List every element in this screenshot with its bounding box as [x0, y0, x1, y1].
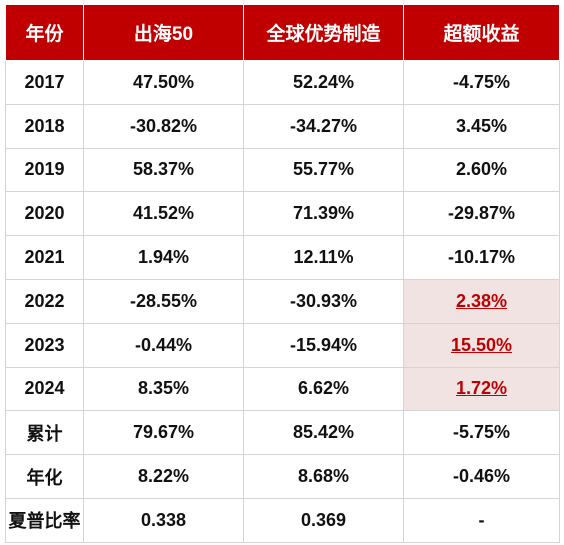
cell-excess-return: -4.75% [403, 60, 560, 105]
cell-global-mfg: 8.68% [243, 454, 404, 499]
table-row: 2021 1.94% 12.11% -10.17% [5, 235, 560, 280]
row-label: 2023 [5, 322, 84, 368]
header-year: 年份 [5, 4, 84, 61]
row-label: 2020 [5, 191, 84, 237]
row-label: 2021 [5, 235, 84, 280]
cell-global-mfg: 12.11% [243, 235, 404, 280]
table-body: 2017 47.50% 52.24% -4.75% 2018 -30.82% -34.27%… [5, 60, 560, 543]
table-row: 年化 8.22% 8.68% -0.46% [5, 454, 560, 499]
cell-chuhai50: 8.22% [83, 454, 244, 499]
row-label: 2018 [5, 103, 84, 149]
table-row: 2024 8.35% 6.62% 1.72% [5, 366, 560, 412]
cell-excess-return: 1.72% [403, 366, 560, 412]
cell-chuhai50: 41.52% [83, 191, 244, 237]
cell-global-mfg: 0.369 [243, 497, 404, 543]
cell-global-mfg: 71.39% [243, 191, 404, 237]
cell-chuhai50: 8.35% [83, 366, 244, 412]
cell-global-mfg: -30.93% [243, 278, 404, 324]
cell-excess-return: - [403, 497, 560, 543]
cell-chuhai50: -28.55% [83, 278, 244, 324]
table-row: 2019 58.37% 55.77% 2.60% [5, 147, 560, 193]
cell-excess-return: 15.50% [403, 322, 560, 368]
cell-chuhai50: 0.338 [83, 497, 244, 543]
header-chuhai50: 出海50 [83, 4, 244, 61]
cell-chuhai50: 47.50% [83, 60, 244, 105]
cell-chuhai50: 79.67% [83, 410, 244, 456]
cell-global-mfg: 85.42% [243, 410, 404, 456]
cell-chuhai50: -30.82% [83, 103, 244, 149]
table-row: 2023 -0.44% -15.94% 15.50% [5, 322, 560, 368]
cell-excess-return: -29.87% [403, 191, 560, 237]
cell-excess-return: -0.46% [403, 454, 560, 499]
row-label: 2017 [5, 60, 84, 105]
cell-excess-return: -10.17% [403, 235, 560, 280]
row-label: 年化 [5, 454, 84, 499]
cell-chuhai50: -0.44% [83, 322, 244, 368]
cell-excess-return: 3.45% [403, 103, 560, 149]
row-label: 夏普比率 [5, 497, 84, 543]
performance-table: 年份 出海50 全球优势制造 超额收益 2017 47.50% 52.24% -4.7… [5, 4, 560, 543]
header-global-mfg: 全球优势制造 [243, 4, 404, 61]
row-label: 2019 [5, 147, 84, 193]
cell-excess-return: 2.60% [403, 147, 560, 193]
table-row: 2018 -30.82% -34.27% 3.45% [5, 103, 560, 149]
cell-global-mfg: 52.24% [243, 60, 404, 105]
row-label: 累计 [5, 410, 84, 456]
table-row: 2020 41.52% 71.39% -29.87% [5, 191, 560, 237]
cell-global-mfg: -34.27% [243, 103, 404, 149]
row-label: 2024 [5, 366, 84, 412]
cell-global-mfg: 55.77% [243, 147, 404, 193]
cell-excess-return: -5.75% [403, 410, 560, 456]
table-row: 累计 79.67% 85.42% -5.75% [5, 410, 560, 456]
table-header-row: 年份 出海50 全球优势制造 超额收益 [5, 4, 560, 61]
row-label: 2022 [5, 278, 84, 324]
cell-global-mfg: -15.94% [243, 322, 404, 368]
cell-chuhai50: 58.37% [83, 147, 244, 193]
cell-global-mfg: 6.62% [243, 366, 404, 412]
table-row: 夏普比率 0.338 0.369- [5, 497, 560, 543]
table-row: 2022 -28.55% -30.93% 2.38% [5, 278, 560, 324]
cell-excess-return: 2.38% [403, 278, 560, 324]
cell-chuhai50: 1.94% [83, 235, 244, 280]
header-excess-return: 超额收益 [403, 4, 560, 61]
table-row: 2017 47.50% 52.24% -4.75% [5, 60, 560, 105]
